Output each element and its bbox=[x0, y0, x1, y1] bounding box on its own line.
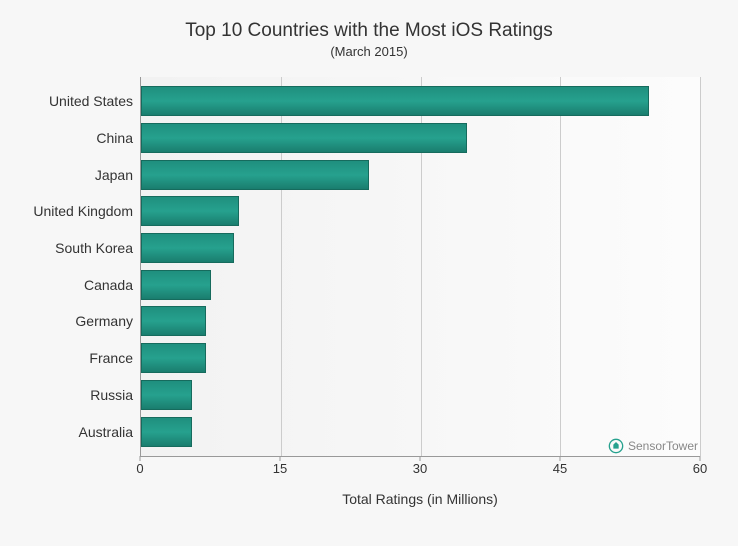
bars-group: United States China Japan United Kingdom Sou… bbox=[141, 77, 700, 456]
bar-label: Japan bbox=[95, 167, 141, 183]
bar-label: South Korea bbox=[55, 240, 141, 256]
bar-row: China bbox=[141, 123, 700, 153]
bar-label: United States bbox=[49, 93, 141, 109]
bar-row: United Kingdom bbox=[141, 196, 700, 226]
bar-label: Canada bbox=[84, 277, 141, 293]
bar bbox=[141, 123, 467, 153]
plot-area: United States China Japan United Kingdom Sou… bbox=[140, 77, 700, 457]
x-tick-label: 30 bbox=[413, 461, 427, 476]
bar-label: France bbox=[89, 350, 141, 366]
bar bbox=[141, 270, 211, 300]
bar-row: France bbox=[141, 343, 700, 373]
chart-title: Top 10 Countries with the Most iOS Ratin… bbox=[28, 20, 710, 42]
bar-label: United Kingdom bbox=[33, 203, 141, 219]
bar bbox=[141, 86, 649, 116]
x-axis-label: Total Ratings (in Millions) bbox=[140, 491, 700, 507]
watermark: SensorTower bbox=[608, 438, 698, 454]
bar-row: South Korea bbox=[141, 233, 700, 263]
x-tick-label: 45 bbox=[553, 461, 567, 476]
grid-line bbox=[700, 77, 701, 456]
bar bbox=[141, 417, 192, 447]
x-tick-label: 15 bbox=[273, 461, 287, 476]
bar bbox=[141, 343, 206, 373]
bar bbox=[141, 306, 206, 336]
sensortower-icon bbox=[608, 438, 624, 454]
bar-label: Germany bbox=[75, 313, 141, 329]
bar-row: Russia bbox=[141, 380, 700, 410]
bar bbox=[141, 380, 192, 410]
x-tick-label: 60 bbox=[693, 461, 707, 476]
watermark-text: SensorTower bbox=[628, 439, 698, 453]
bar-row: United States bbox=[141, 86, 700, 116]
bar-label: China bbox=[96, 130, 141, 146]
x-tick-label: 0 bbox=[136, 461, 143, 476]
chart-container: Top 10 Countries with the Most iOS Ratin… bbox=[0, 0, 738, 546]
bar-label: Australia bbox=[79, 424, 141, 440]
bar-label: Russia bbox=[90, 387, 141, 403]
bar-row: Canada bbox=[141, 270, 700, 300]
bar bbox=[141, 160, 369, 190]
bar bbox=[141, 196, 239, 226]
bar-row: Japan bbox=[141, 160, 700, 190]
x-axis: 015304560 bbox=[140, 457, 700, 477]
bar-row: Germany bbox=[141, 306, 700, 336]
bar bbox=[141, 233, 234, 263]
chart-subtitle: (March 2015) bbox=[28, 44, 710, 59]
